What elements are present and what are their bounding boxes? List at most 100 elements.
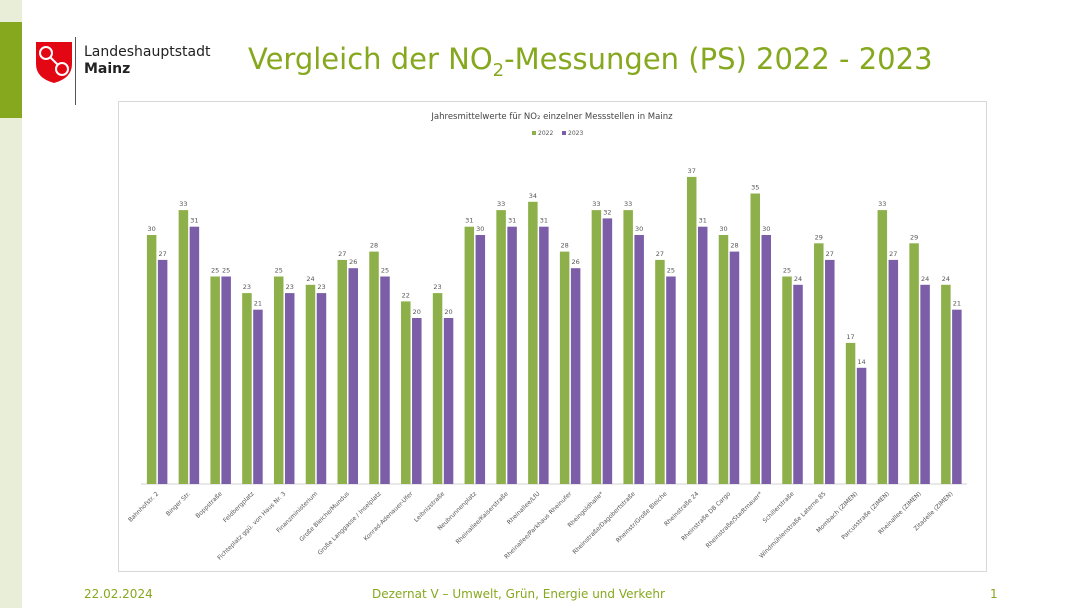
bar-2022 [273,276,284,484]
data-label: 25 [275,267,283,275]
bar-2023 [539,226,549,484]
category-label: Schillerstraße [762,490,796,524]
data-label: 29 [815,233,823,241]
data-label: 33 [179,200,187,208]
category-label: Binger Str. [165,490,192,517]
data-label: 34 [529,192,537,200]
bar-2022 [591,210,602,484]
bar-2022 [686,176,697,484]
data-label: 28 [560,242,568,250]
category-label: Fichteplatz ggü. von Haus Nr. 3 [216,490,287,561]
brand-line1: Landeshauptstadt [84,44,211,60]
data-label: 24 [921,275,929,283]
data-label: 22 [402,291,410,299]
bar-2023 [475,235,486,484]
data-label: 31 [699,217,707,225]
data-label: 23 [433,283,441,291]
bar-2023 [920,284,930,484]
data-label: 24 [942,275,950,283]
title-text-end: -Messungen (PS) 2022 - 2023 [504,42,933,76]
bar-2023 [157,259,168,484]
data-label: 25 [783,267,791,275]
bar-2023 [570,268,581,484]
bar-2022 [909,243,919,484]
data-label: 30 [719,225,727,233]
bar-2022 [814,243,824,484]
data-label: 26 [349,258,357,266]
bar-2022 [655,259,665,484]
data-label: 27 [338,250,346,258]
bar-2023 [634,235,644,484]
data-label: 27 [889,250,897,258]
bar-2022 [496,210,506,484]
title-text: Vergleich der NO [248,42,493,76]
bar-2022 [178,210,189,484]
data-label: 23 [286,283,294,291]
bar-2022 [750,193,760,484]
bar-2022 [877,210,888,484]
bar-2022 [242,293,252,484]
bar-2023 [888,259,899,484]
brand-line2: Mainz [84,61,131,77]
footer-department: Dezernat V – Umwelt, Grün, Energie und V… [372,587,665,601]
category-label: Große Langgasse / Inselplatz [316,490,382,556]
bar-2023 [348,268,358,484]
data-label: 33 [624,200,632,208]
data-label: 24 [794,275,802,283]
bar-2022 [337,259,347,484]
category-label: Bahnhofstr. 2 [127,490,160,523]
data-label: 29 [910,233,918,241]
bar-2023 [189,226,200,484]
bar-2023 [316,293,327,484]
data-label: 33 [878,200,886,208]
data-label: 32 [603,208,611,216]
bar-2023 [284,293,295,484]
category-label: Windmühlenstraße Laterne 85 [758,490,828,560]
data-label: 28 [730,242,738,250]
bar-2022 [528,201,538,485]
data-label: 21 [953,300,961,308]
data-label: 25 [222,267,230,275]
data-label: 31 [508,217,516,225]
data-label: 30 [635,225,643,233]
bar-2023 [412,318,422,484]
bar-chart: Jahresmittelwerte für NO₂ einzelner Mess… [127,112,967,562]
bar-2022 [623,210,633,484]
data-label: 31 [540,217,548,225]
bar-2023 [221,276,231,484]
bar-2023 [443,318,454,484]
category-label: Rheinallee/Parkhaus Rheinufer [503,490,573,560]
chart-title: Jahresmittelwerte für NO₂ einzelner Mess… [430,112,673,122]
data-label: 25 [211,267,219,275]
category-label: Leibnizstraße [413,490,447,524]
bar-2022 [464,226,475,484]
bar-2022 [401,301,411,484]
bar-2023 [761,235,771,484]
side-accent [0,22,22,118]
bar-2023 [666,276,676,484]
page-number: 1 [990,587,998,601]
data-label: 33 [592,200,600,208]
data-label: 31 [465,217,473,225]
data-label: 24 [306,275,314,283]
bar-2023 [825,259,835,484]
bar-2022 [845,342,856,484]
legend-label-2023: 2023 [568,130,583,137]
slide-title: Vergleich der NO2-Messungen (PS) 2022 - … [248,42,933,81]
category-label: Rheinallee/Kaiserstraße [455,490,510,545]
legend-swatch-2022 [532,131,536,135]
bar-2023 [793,284,803,484]
legend-swatch-2023 [562,131,566,135]
bar-2023 [729,251,740,484]
bar-2022 [305,284,316,484]
bar-2023 [507,226,517,484]
bar-2022 [782,276,792,484]
mainz-coat-of-arms-logo [36,42,72,83]
data-label: 20 [413,308,421,316]
logo-divider [75,37,76,105]
legend-label-2022: 2022 [538,130,553,137]
footer-date: 22.02.2024 [84,587,153,601]
bar-2023 [602,218,613,484]
bar-2023 [380,276,390,484]
category-label: Boppstraße [194,490,224,520]
